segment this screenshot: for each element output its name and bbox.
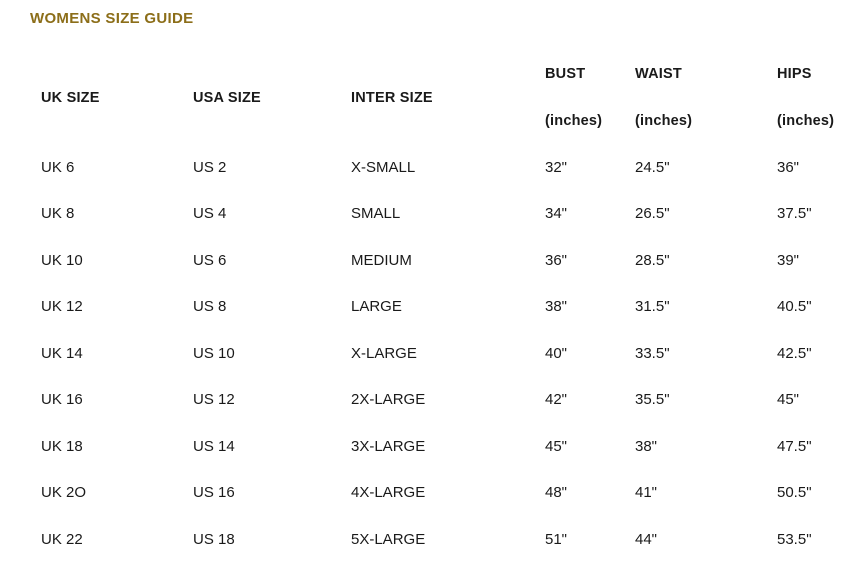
cell-waist: 31.5" — [635, 298, 670, 316]
cell-bust: 42" — [545, 391, 568, 409]
cell-uk-size: UK 10 — [41, 251, 83, 269]
table-row: UK 16 US 12 2X-LARGE 42" 35.5" 45" — [31, 377, 863, 424]
table-row: UK 22 US 18 5X-LARGE 51" 44" 53.5" — [31, 516, 863, 563]
page-title: WOMENS SIZE GUIDE — [30, 10, 194, 27]
cell-inter-size: SMALL — [351, 205, 401, 223]
cell-waist: 24.5" — [635, 158, 670, 176]
cell-usa-size: US 14 — [193, 437, 235, 455]
table-row: UK 8 US 4 SMALL 34" 26.5" 37.5" — [31, 191, 863, 238]
cell-usa-size: US 4 — [193, 205, 227, 223]
table-body: UK 6 US 2 X-SMALL 32" 24.5" 36" UK 8 US 4 SMALL 3… — [31, 144, 863, 563]
cell-uk-size: UK 14 — [41, 344, 83, 362]
column-header-hips: HIPS (inches) — [767, 51, 863, 144]
table-row: UK 10 US 6 MEDIUM 36" 28.5" 39" — [31, 237, 863, 284]
cell-uk-size: UK 22 — [41, 530, 83, 548]
cell-bust: 34" — [545, 205, 568, 223]
cell-inter-size: LARGE — [351, 298, 402, 316]
table-row: UK 6 US 2 X-SMALL 32" 24.5" 36" — [31, 144, 863, 191]
column-header-label: WAIST — [635, 66, 682, 82]
column-header-unit: (inches) — [777, 112, 835, 129]
column-header-label: BUST — [545, 66, 586, 82]
column-header-unit: (inches) — [545, 112, 603, 129]
table-row: UK 18 US 14 3X-LARGE 45" 38" 47.5" — [31, 423, 863, 470]
cell-bust: 51" — [545, 530, 568, 548]
cell-uk-size: UK 6 — [41, 158, 75, 176]
cell-inter-size: MEDIUM — [351, 251, 412, 269]
cell-waist: 28.5" — [635, 251, 670, 269]
cell-hips: 40.5" — [777, 298, 812, 316]
table-row: UK 12 US 8 LARGE 38" 31.5" 40.5" — [31, 284, 863, 331]
cell-usa-size: US 18 — [193, 530, 235, 548]
cell-usa-size: US 8 — [193, 298, 227, 316]
cell-usa-size: US 2 — [193, 158, 227, 176]
cell-usa-size: US 16 — [193, 484, 235, 502]
cell-waist: 26.5" — [635, 205, 670, 223]
cell-bust: 48" — [545, 484, 568, 502]
cell-bust: 36" — [545, 251, 568, 269]
cell-uk-size: UK 12 — [41, 298, 83, 316]
column-header-waist: WAIST (inches) — [625, 51, 767, 144]
cell-inter-size: 2X-LARGE — [351, 391, 426, 409]
column-header-unit: (inches) — [635, 112, 693, 129]
size-guide-section: WOMENS SIZE GUIDE UK SIZE USA SIZE INTER S… — [0, 10, 863, 563]
column-header-usa-size: USA SIZE — [193, 89, 261, 106]
cell-waist: 41" — [635, 484, 658, 502]
cell-inter-size: X-LARGE — [351, 344, 417, 362]
cell-waist: 44" — [635, 530, 658, 548]
table-row: UK 2O US 16 4X-LARGE 48" 41" 50.5" — [31, 470, 863, 517]
cell-uk-size: UK 8 — [41, 205, 75, 223]
column-header-bust: BUST (inches) — [535, 51, 625, 144]
size-guide-table: UK SIZE USA SIZE INTER SIZE BUST (inches) WAI… — [31, 51, 863, 563]
cell-usa-size: US 12 — [193, 391, 235, 409]
table-row: UK 14 US 10 X-LARGE 40" 33.5" 42.5" — [31, 330, 863, 377]
cell-usa-size: US 10 — [193, 344, 235, 362]
cell-inter-size: 4X-LARGE — [351, 484, 426, 502]
cell-bust: 40" — [545, 344, 568, 362]
column-header-uk-size: UK SIZE — [41, 89, 100, 106]
cell-hips: 45" — [777, 391, 800, 409]
cell-uk-size: UK 18 — [41, 437, 83, 455]
cell-uk-size: UK 16 — [41, 391, 83, 409]
column-header-label: HIPS — [777, 66, 812, 82]
cell-bust: 45" — [545, 437, 568, 455]
cell-bust: 38" — [545, 298, 568, 316]
cell-hips: 37.5" — [777, 205, 812, 223]
cell-hips: 36" — [777, 158, 800, 176]
column-header-inter-size: INTER SIZE — [351, 89, 433, 106]
cell-inter-size: X-SMALL — [351, 158, 416, 176]
cell-hips: 42.5" — [777, 344, 812, 362]
cell-inter-size: 5X-LARGE — [351, 530, 426, 548]
cell-hips: 53.5" — [777, 530, 812, 548]
cell-hips: 47.5" — [777, 437, 812, 455]
cell-hips: 39" — [777, 251, 800, 269]
cell-waist: 33.5" — [635, 344, 670, 362]
cell-hips: 50.5" — [777, 484, 812, 502]
cell-inter-size: 3X-LARGE — [351, 437, 426, 455]
cell-uk-size: UK 2O — [41, 484, 87, 502]
cell-usa-size: US 6 — [193, 251, 227, 269]
cell-waist: 38" — [635, 437, 658, 455]
table-header-row: UK SIZE USA SIZE INTER SIZE BUST (inches) WAI… — [31, 51, 863, 144]
cell-bust: 32" — [545, 158, 568, 176]
cell-waist: 35.5" — [635, 391, 670, 409]
